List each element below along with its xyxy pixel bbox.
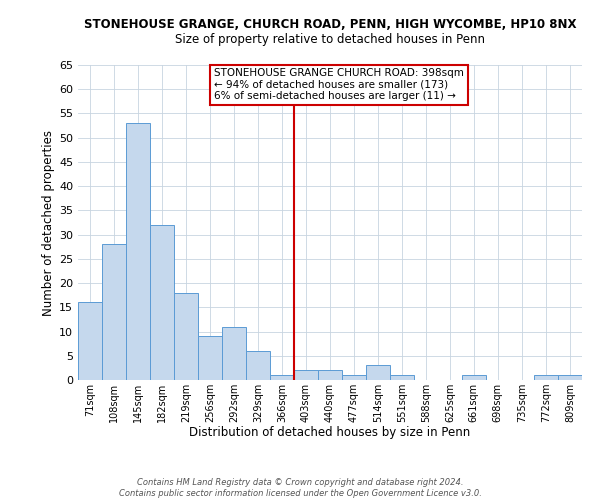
Bar (294, 370, 318, 380)
Bar (270, 375, 294, 380)
Bar (558, 375, 582, 380)
Text: STONEHOUSE GRANGE CHURCH ROAD: 398sqm
← 94% of detached houses are smaller (173): STONEHOUSE GRANGE CHURCH ROAD: 398sqm ← … (214, 68, 464, 102)
Bar (534, 375, 558, 380)
Bar (126, 123, 150, 380)
Bar (199, 336, 223, 380)
Bar (222, 326, 246, 380)
Text: STONEHOUSE GRANGE, CHURCH ROAD, PENN, HIGH WYCOMBE, HP10 8NX: STONEHOUSE GRANGE, CHURCH ROAD, PENN, HI… (84, 18, 576, 30)
Bar (246, 351, 270, 380)
Y-axis label: Number of detached properties: Number of detached properties (42, 130, 55, 316)
Bar (78, 302, 102, 380)
Bar (150, 225, 174, 380)
Bar (390, 375, 414, 380)
Bar (174, 293, 199, 380)
Text: Size of property relative to detached houses in Penn: Size of property relative to detached ho… (175, 32, 485, 46)
Bar (342, 375, 366, 380)
X-axis label: Distribution of detached houses by size in Penn: Distribution of detached houses by size … (190, 426, 470, 440)
Text: Contains HM Land Registry data © Crown copyright and database right 2024.
Contai: Contains HM Land Registry data © Crown c… (119, 478, 481, 498)
Bar (318, 370, 342, 380)
Bar (102, 244, 126, 380)
Bar (461, 375, 486, 380)
Bar (366, 366, 390, 380)
